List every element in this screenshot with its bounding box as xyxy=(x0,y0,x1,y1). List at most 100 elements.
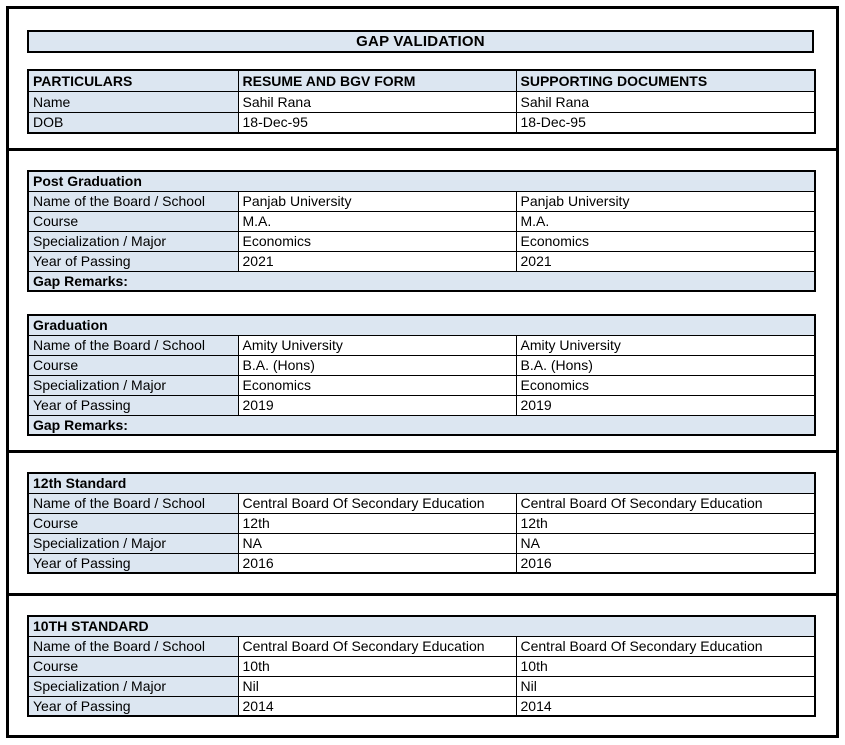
section-title: 12th Standard xyxy=(27,472,816,494)
resume-value: B.A. (Hons) xyxy=(237,354,517,376)
table-row: Name Sahil Rana Sahil Rana xyxy=(27,90,816,113)
section-title-row: 10TH STANDARD xyxy=(27,615,816,637)
supporting-value: Economics xyxy=(515,230,816,252)
supporting-value: Central Board Of Secondary Education xyxy=(515,492,816,514)
resume-value: 10th xyxy=(237,655,517,677)
row-label: Year of Passing xyxy=(27,695,239,717)
table-row: Course 10th 10th xyxy=(27,655,816,677)
supporting-value: B.A. (Hons) xyxy=(515,354,816,376)
section-post-graduation: Post Graduation Name of the Board / Schoo… xyxy=(27,170,817,292)
supporting-value: 12th xyxy=(515,512,816,534)
row-label: Specialization / Major xyxy=(27,675,239,697)
resume-value: NA xyxy=(237,532,517,554)
resume-value: Economics xyxy=(237,374,517,396)
row-label: Year of Passing xyxy=(27,250,239,272)
table-row: Course M.A. M.A. xyxy=(27,210,816,232)
resume-value: Nil xyxy=(237,675,517,697)
section-10th-standard: 10TH STANDARD Name of the Board / School C… xyxy=(27,615,817,717)
table-row: DOB 18-Dec-95 18-Dec-95 xyxy=(27,111,816,134)
section-table: 10TH STANDARD Name of the Board / School C… xyxy=(27,615,817,717)
row-label: Specialization / Major xyxy=(27,532,239,554)
band-higher-education: Post Graduation Name of the Board / Schoo… xyxy=(6,148,839,453)
row-label: DOB xyxy=(27,111,239,134)
row-label: Course xyxy=(27,512,239,534)
supporting-value: Economics xyxy=(515,374,816,396)
row-label: Name of the Board / School xyxy=(27,334,239,356)
row-label: Specialization / Major xyxy=(27,374,239,396)
band-title-particulars: GAP VALIDATION PARTICULARS RESUME AND BGV… xyxy=(6,6,839,151)
resume-value: 2021 xyxy=(237,250,517,272)
row-label: Course xyxy=(27,655,239,677)
supporting-value: 18-Dec-95 xyxy=(515,111,816,134)
supporting-value: Amity University xyxy=(515,334,816,356)
gap-validation-sheet: GAP VALIDATION PARTICULARS RESUME AND BGV… xyxy=(6,6,839,738)
section-title: 10TH STANDARD xyxy=(27,615,816,637)
band-10th-standard: 10TH STANDARD Name of the Board / School C… xyxy=(6,593,839,738)
table-row: Name of the Board / School Central Board … xyxy=(27,492,816,514)
section-table: 12th Standard Name of the Board / School C… xyxy=(27,472,816,574)
supporting-value: Central Board Of Secondary Education xyxy=(515,635,816,657)
row-label: Year of Passing xyxy=(27,552,239,574)
section-title-row: Graduation xyxy=(27,314,816,336)
row-label: Name of the Board / School xyxy=(27,492,239,514)
supporting-value: 2021 xyxy=(515,250,816,272)
resume-value: 2016 xyxy=(237,552,517,574)
resume-value: 18-Dec-95 xyxy=(237,111,517,134)
gap-remarks-row: Gap Remarks: xyxy=(27,270,816,292)
supporting-value: M.A. xyxy=(515,210,816,232)
page-title: GAP VALIDATION xyxy=(27,30,814,53)
supporting-value: 2016 xyxy=(515,552,816,574)
section-title: Post Graduation xyxy=(27,170,816,192)
gap-remarks-label: Gap Remarks: xyxy=(27,414,816,436)
table-row: Year of Passing 2014 2014 xyxy=(27,695,816,717)
section-table: Graduation Name of the Board / School Amit… xyxy=(27,314,817,436)
particulars-table: PARTICULARS RESUME AND BGV FORM SUPPORTING… xyxy=(27,69,816,134)
band-12th-standard: 12th Standard Name of the Board / School C… xyxy=(6,450,839,596)
resume-value: M.A. xyxy=(237,210,517,232)
section-title: Graduation xyxy=(27,314,816,336)
supporting-value: 2019 xyxy=(515,394,816,416)
supporting-value: 10th xyxy=(515,655,816,677)
supporting-value: Nil xyxy=(515,675,816,697)
table-row: Year of Passing 2021 2021 xyxy=(27,250,816,272)
section-12th-standard: 12th Standard Name of the Board / School C… xyxy=(27,472,816,574)
section-title-row: Post Graduation xyxy=(27,170,816,192)
table-row: Specialization / Major NA NA xyxy=(27,532,816,554)
table-row: Name of the Board / School Central Board … xyxy=(27,635,816,657)
supporting-value: Panjab University xyxy=(515,190,816,212)
gap-remarks-label: Gap Remarks: xyxy=(27,270,816,292)
table-row: Year of Passing 2016 2016 xyxy=(27,552,816,574)
gap-remarks-row: Gap Remarks: xyxy=(27,414,816,436)
column-header: PARTICULARS xyxy=(27,69,239,92)
table-row: Course B.A. (Hons) B.A. (Hons) xyxy=(27,354,816,376)
row-label: Course xyxy=(27,210,239,232)
particulars-body: Name Sahil Rana Sahil Rana DOB 18-Dec-95 18-D… xyxy=(27,90,816,134)
resume-value: 2014 xyxy=(237,695,517,717)
row-label: Name xyxy=(27,90,239,113)
section-graduation: Graduation Name of the Board / School Amit… xyxy=(27,314,817,436)
row-label: Specialization / Major xyxy=(27,230,239,252)
supporting-value: Sahil Rana xyxy=(515,90,816,113)
section-title-row: 12th Standard xyxy=(27,472,816,494)
row-label: Name of the Board / School xyxy=(27,190,239,212)
resume-value: Sahil Rana xyxy=(237,90,517,113)
resume-value: 12th xyxy=(237,512,517,534)
resume-value: Economics xyxy=(237,230,517,252)
section-table: Post Graduation Name of the Board / Schoo… xyxy=(27,170,817,292)
resume-value: Amity University xyxy=(237,334,517,356)
table-row: Name of the Board / School Amity Universi… xyxy=(27,334,816,356)
table-row: Name of the Board / School Panjab Univers… xyxy=(27,190,816,212)
table-row: Year of Passing 2019 2019 xyxy=(27,394,816,416)
table-row: Course 12th 12th xyxy=(27,512,816,534)
supporting-value: NA xyxy=(515,532,816,554)
table-row: Specialization / Major Economics Economics xyxy=(27,374,816,396)
column-header: SUPPORTING DOCUMENTS xyxy=(515,69,816,92)
resume-value: Panjab University xyxy=(237,190,517,212)
row-label: Year of Passing xyxy=(27,394,239,416)
table-row: Specialization / Major Economics Economics xyxy=(27,230,816,252)
particulars-header-row: PARTICULARS RESUME AND BGV FORM SUPPORTING… xyxy=(27,69,816,92)
resume-value: Central Board Of Secondary Education xyxy=(237,635,517,657)
row-label: Name of the Board / School xyxy=(27,635,239,657)
supporting-value: 2014 xyxy=(515,695,816,717)
column-header: RESUME AND BGV FORM xyxy=(237,69,517,92)
